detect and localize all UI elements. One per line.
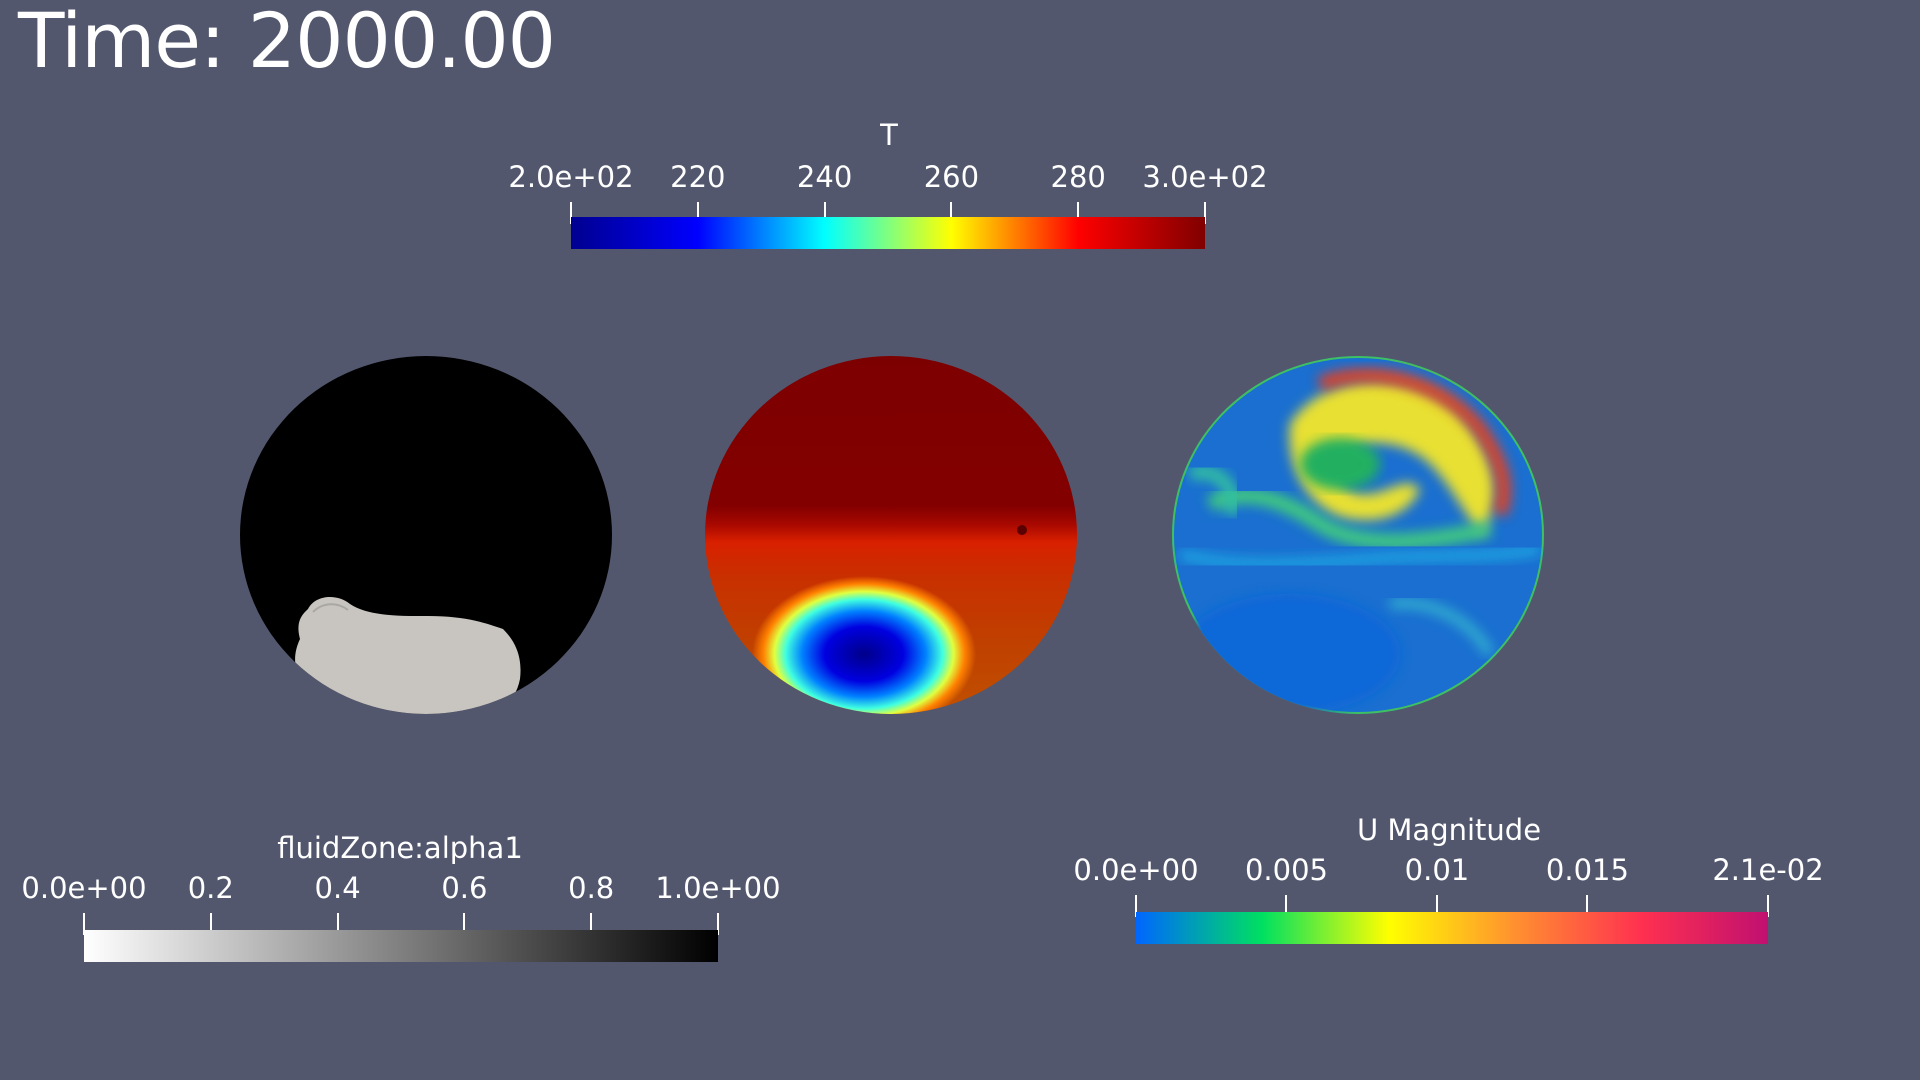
velocity-colorbar-title: U Magnitude [1356,813,1542,847]
velocity-colorbar-tick-label: 0.0e+00 [1073,853,1199,887]
alpha-colorbar-tick-label: 0.6 [441,871,488,905]
alpha-colorbar-tick-mark [336,913,339,935]
alpha-colorbar-tick-label: 0.2 [187,871,234,905]
alpha-colorbar-tick-label: 0.4 [314,871,361,905]
velocity-colorbar-tick-mark [1586,895,1589,917]
temperature-sphere [705,356,1077,714]
alpha-colorbar-tick-label: 1.0e+00 [655,871,781,905]
temperature-colorbar-tick-label: 260 [923,160,980,194]
alpha-colorbar-tick-label: 0.8 [568,871,615,905]
velocity-colorbar-tick-mark [1285,895,1288,917]
velocity-colorbar-tick-mark [1435,895,1438,917]
alpha-colorbar-tick-label: 0.0e+00 [21,871,147,905]
alpha-colorbar-tick-mark [463,913,466,935]
velocity-sphere [1172,356,1544,714]
temperature-colorbar-tick-label: 280 [1050,160,1106,194]
alpha-colorbar-title: fluidZone:alpha1 [277,831,523,865]
temperature-colorbar-tick-mark [823,202,826,224]
temperature-colorbar-tick-mark [950,202,953,224]
temperature-colorbar-tick-label: 2.0e+02 [508,160,634,194]
alpha-colorbar-tick-mark [717,913,719,935]
temperature-colorbar-tick-mark [1204,202,1206,224]
alpha-colorbar-gradient [84,930,718,962]
temperature-colorbar-tick-label: 240 [796,160,853,194]
velocity-colorbar-tick-label: 0.005 [1244,853,1328,887]
velocity-colorbar-tick-mark [1135,895,1137,917]
velocity-colorbar-tick-mark [1767,895,1769,917]
time-label: Time: 2000.00 [18,0,556,85]
alpha-colorbar-tick-mark [83,913,85,935]
velocity-colorbar-tick-label: 2.1e-02 [1712,853,1824,887]
temperature-colorbar-tick-mark [1077,202,1080,224]
velocity-colorbar-gradient [1136,912,1768,944]
temperature-colorbar-title: T [880,118,898,152]
velocity-colorbar-tick-label: 0.015 [1545,853,1629,887]
alpha-sphere [240,356,612,714]
alpha-colorbar-tick-mark [590,913,593,935]
temperature-colorbar-tick-mark [570,202,572,224]
alpha-colorbar-tick-mark [209,913,212,935]
temperature-colorbar-tick-mark [696,202,699,224]
temperature-colorbar-tick-label: 3.0e+02 [1142,160,1268,194]
temperature-colorbar-tick-label: 220 [670,160,726,194]
temperature-colorbar-gradient [571,217,1205,249]
velocity-colorbar-tick-label: 0.01 [1404,853,1470,887]
